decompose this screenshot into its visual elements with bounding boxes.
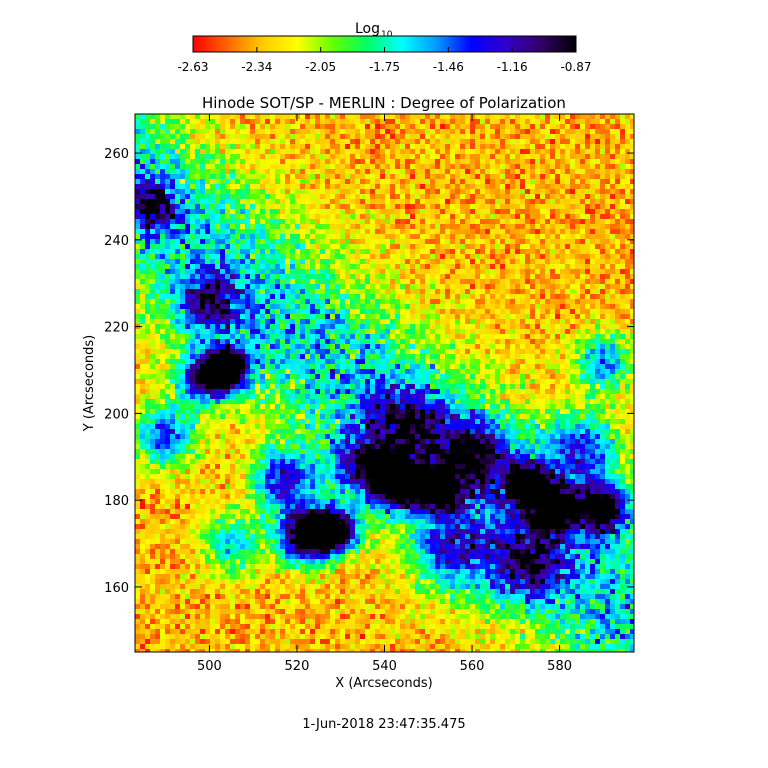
y-tick-label: 240 <box>104 234 129 249</box>
x-tick-label: 560 <box>460 659 485 674</box>
x-tick-label: 520 <box>285 659 310 674</box>
colorbar-tick-label: -1.75 <box>369 60 400 74</box>
x-tick-label: 540 <box>372 659 397 674</box>
colorbar-label: Log <box>355 21 380 37</box>
colorbar-tick-label: -1.16 <box>497 60 528 74</box>
y-tick-label: 200 <box>104 407 129 422</box>
x-tick-label: 500 <box>197 659 222 674</box>
plot-area <box>135 114 635 654</box>
chart-title: Hinode SOT/SP - MERLIN : Degree of Polar… <box>202 94 566 112</box>
colorbar-tick-label: -2.63 <box>177 60 208 74</box>
y-axis-label: Y (Arcseconds) <box>82 335 97 432</box>
y-tick-label: 220 <box>104 321 129 336</box>
y-tick-label: 160 <box>104 581 129 596</box>
y-tick-label: 180 <box>104 494 129 509</box>
colorbar-tick-label: -2.05 <box>305 60 336 74</box>
colorbar-tick-label: -2.34 <box>241 60 272 74</box>
heatmap-cells <box>135 114 635 654</box>
y-tick-label: 260 <box>104 147 129 162</box>
x-tick-label: 580 <box>547 659 572 674</box>
timestamp: 1-Jun-2018 23:47:35.475 <box>302 717 465 732</box>
colorbar-tick-label: -1.46 <box>433 60 464 74</box>
colorbar: Log 10 -2.63 -2.34 -2.05 -1.75 -1.46 -1.16 -0.… <box>177 21 591 74</box>
colorbar-tick-label: -0.87 <box>560 60 591 74</box>
x-axis-label: X (Arcseconds) <box>335 676 432 691</box>
